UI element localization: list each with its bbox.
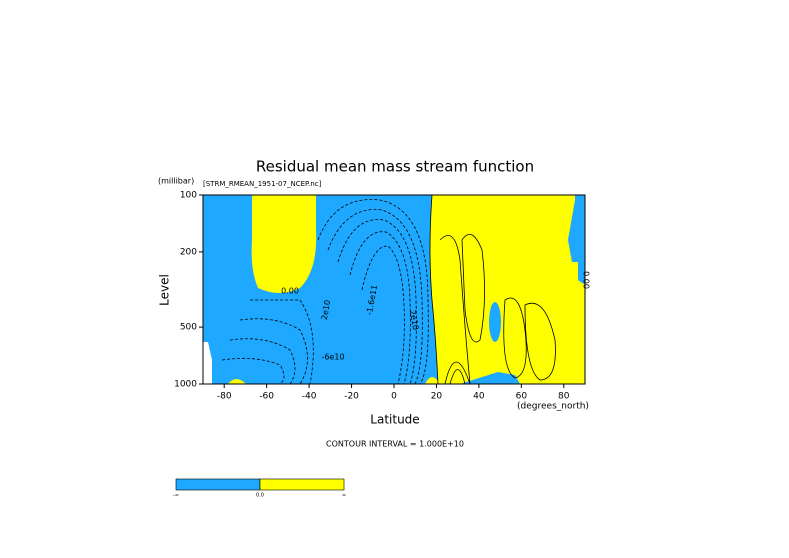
x-tick-label: -60 [259,392,274,402]
y-tick-label: 1000 [174,380,197,390]
colorbar-segment [259,478,345,491]
negative-contours [221,199,429,385]
x-tick-label: 80 [558,392,570,402]
x-tick-label: 20 [431,392,443,402]
negative-fill [489,302,501,342]
chart-title: Residual mean mass stream function [256,158,534,176]
plot-area: 0.00 2e10 -6e10 -1.6e11 2e10 0.00 [202,194,591,385]
x-units: (degrees_north) [517,402,589,412]
contour-label: 2e10 [320,299,332,320]
y-units: (millibar) [158,177,194,186]
colorbar-label: -∞ [173,493,179,499]
y-axis-label: Level [158,274,172,306]
contour-label: 2e10 [408,309,420,330]
y-tick-label: 100 [180,191,197,201]
contour-label: 0.00 [281,287,299,296]
x-tick-label: -20 [344,392,359,402]
colorbar-segment [175,478,261,491]
contour-label: -6e10 [321,353,344,362]
x-tick-label: 40 [473,392,485,402]
positive-fill [430,195,585,384]
x-tick-label: -40 [302,392,317,402]
negative-fill [568,195,585,262]
positive-fill [251,195,317,293]
colorbar-label: ∞ [342,493,346,499]
x-axis-label: Latitude [370,413,419,427]
x-tick-label: 60 [516,392,528,402]
colorbar-label: 0.0 [256,493,264,499]
contour-interval: CONTOUR INTERVAL = 1.000E+10 [326,440,464,449]
positive-contours [429,194,556,385]
contour-label: 0.00 [582,271,591,289]
contour-labels: 0.00 2e10 -6e10 -1.6e11 2e10 0.00 [281,271,590,361]
y-tick-label: 200 [180,247,197,257]
missing-data [203,342,212,384]
x-tick-label: -80 [217,392,232,402]
y-tick-label: 500 [180,323,197,333]
x-tick-label: 0 [391,392,397,402]
chart-subtitle: [STRM_RMEAN_1951-07_NCEP.nc] [203,180,322,188]
